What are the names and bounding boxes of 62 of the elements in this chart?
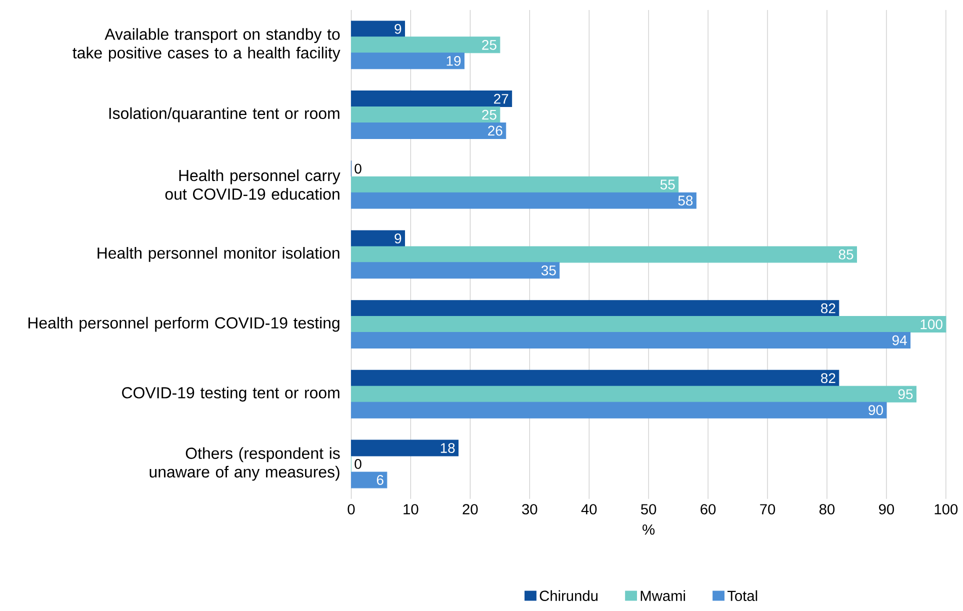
data-label: 19 (446, 56, 461, 66)
x-tick-label: 100 (934, 504, 958, 515)
data-label: 85 (838, 250, 854, 260)
data-label: 9 (394, 24, 402, 34)
x-tick-label: 40 (581, 504, 597, 515)
x-tick-label: 60 (700, 504, 716, 515)
y-tick-label: Health personnel monitor isolation (98, 247, 340, 262)
bar (350, 36, 500, 54)
data-label: 82 (821, 373, 836, 384)
x-tick-label: 50 (641, 504, 656, 515)
data-label: 55 (660, 180, 675, 190)
bar (350, 106, 500, 124)
bar (350, 122, 506, 140)
x-tick-label: 20 (462, 504, 478, 515)
data-label: 27 (494, 94, 508, 104)
x-tick-label: 0 (348, 504, 355, 515)
data-label: 58 (678, 196, 693, 206)
x-tick-label: 30 (522, 504, 538, 515)
data-label: 0 (354, 164, 362, 174)
bar (350, 440, 459, 456)
bar (350, 472, 388, 488)
y-tick-label: Others (respondent is unaware of any measures) (150, 447, 340, 481)
bar (350, 246, 857, 263)
x-tick-label: 70 (760, 504, 776, 515)
data-label: 82 (821, 304, 836, 314)
legend-label: Chirundu (540, 590, 598, 602)
bar (350, 230, 406, 247)
data-label: 94 (892, 335, 907, 346)
bar (350, 332, 910, 349)
bar (350, 316, 946, 333)
bar (350, 52, 464, 70)
data-label: 6 (376, 475, 384, 486)
bar (350, 192, 696, 209)
y-tick-label: Health personnel carry out COVID-19 education (165, 170, 340, 200)
bar (350, 262, 560, 279)
y-tick-label: COVID-19 testing tent or room (122, 386, 340, 402)
data-label: 0 (354, 459, 362, 470)
data-label: 18 (440, 443, 455, 454)
data-label: 90 (868, 405, 883, 416)
x-tick-label: 10 (404, 504, 418, 515)
y-tick-label: Health personnel perform COVID-19 testing (28, 317, 340, 332)
bar (350, 176, 679, 194)
data-label: 25 (482, 40, 496, 50)
legend-label: Total (727, 590, 758, 602)
bar (350, 90, 512, 108)
legend-label: Mwami (640, 590, 685, 602)
bar (350, 300, 840, 317)
y-tick-label: Isolation/quarantine tent or room (109, 107, 340, 122)
bar (350, 370, 840, 387)
data-label: 95 (898, 389, 913, 400)
x-axis-title: % (642, 524, 655, 535)
bar (350, 402, 887, 419)
data-label: 9 (394, 234, 402, 244)
x-tick-label: 90 (878, 504, 894, 515)
data-label: 26 (488, 126, 502, 136)
data-label: 100 (920, 320, 942, 330)
bar (350, 386, 916, 403)
x-tick-label: 80 (819, 504, 835, 515)
y-tick-label: Available transport on standby to take positive cases to a health facility (72, 28, 340, 62)
data-label: 25 (482, 110, 496, 120)
bar (350, 20, 406, 38)
data-label: 35 (541, 266, 556, 276)
